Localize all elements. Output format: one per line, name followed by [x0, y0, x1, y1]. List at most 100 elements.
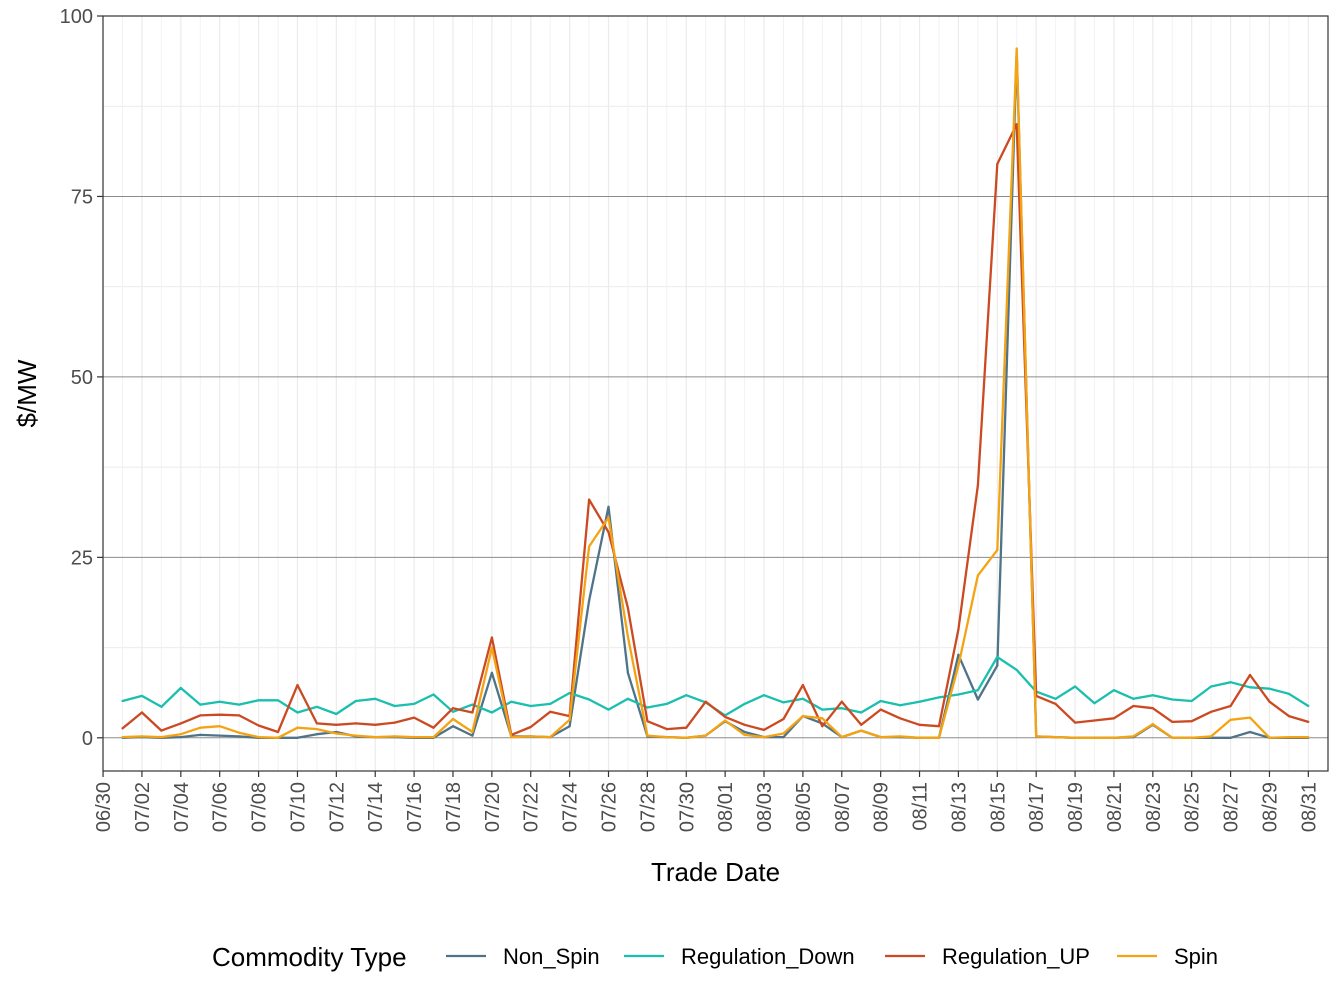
- data-point-regulation-up: [1307, 720, 1310, 724]
- data-point-non-spin: [471, 734, 474, 737]
- data-point-spin: [976, 574, 980, 577]
- data-point-regulation-up: [1074, 721, 1077, 724]
- x-axis-title: Trade Date: [651, 857, 780, 887]
- data-point-regulation-up: [957, 628, 960, 631]
- data-point-regulation-down: [626, 697, 630, 700]
- data-point-spin: [1151, 723, 1154, 726]
- data-point-regulation-up: [335, 723, 338, 726]
- data-point-spin: [1015, 47, 1018, 50]
- data-point-regulation-up: [529, 725, 532, 729]
- x-tick-label: 08/09: [871, 782, 893, 832]
- data-point-regulation-down: [976, 689, 980, 692]
- data-point-regulation-down: [937, 696, 941, 699]
- x-tick-label: 08/27: [1221, 782, 1243, 832]
- data-point-spin: [957, 664, 960, 667]
- data-point-non-spin: [199, 733, 202, 737]
- x-axis: 06/30 07/02 07/04 07/06 07/08 07/10 07/12 07/14…: [93, 771, 1320, 832]
- legend-label-regulation-up: Regulation_UP: [942, 944, 1090, 969]
- data-point-spin: [354, 734, 357, 737]
- data-point-non-spin: [743, 730, 746, 734]
- x-tick-label: 07/12: [326, 782, 348, 832]
- data-point-non-spin: [976, 698, 980, 701]
- data-point-regulation-up: [996, 162, 999, 166]
- x-tick-label: 08/15: [987, 782, 1009, 832]
- data-point-regulation-down: [510, 700, 513, 703]
- x-tick-label: 07/16: [404, 782, 426, 832]
- data-point-regulation-up: [899, 717, 902, 720]
- data-point-regulation-up: [1210, 710, 1213, 713]
- data-point-spin: [996, 549, 999, 552]
- data-point-non-spin: [490, 671, 493, 674]
- data-point-regulation-up: [238, 714, 241, 717]
- data-point-spin: [1054, 736, 1057, 739]
- data-point-regulation-down: [451, 710, 455, 713]
- data-point-spin: [199, 726, 202, 729]
- x-tick-label: 07/08: [249, 782, 271, 832]
- data-point-spin: [490, 646, 493, 649]
- data-point-regulation-down: [646, 706, 649, 709]
- data-point-regulation-up: [179, 722, 182, 725]
- data-point-regulation-down: [1074, 685, 1077, 688]
- data-point-regulation-down: [549, 702, 552, 706]
- data-point-non-spin: [626, 671, 630, 674]
- data-point-spin: [1248, 716, 1252, 719]
- data-point-regulation-down: [665, 702, 668, 706]
- data-point-regulation-down: [1248, 686, 1252, 689]
- y-axis-title: $/MW: [12, 359, 42, 427]
- data-point-regulation-down: [762, 694, 766, 697]
- data-point-regulation-up: [413, 716, 416, 719]
- data-point-regulation-down: [1210, 685, 1213, 688]
- data-point-regulation-down: [899, 704, 902, 707]
- data-point-regulation-down: [801, 697, 805, 700]
- data-point-spin: [432, 736, 435, 739]
- data-point-spin: [179, 733, 182, 736]
- data-point-regulation-up: [704, 700, 707, 703]
- data-point-regulation-down: [490, 711, 493, 714]
- x-tick-label: 08/29: [1259, 782, 1281, 832]
- x-tick-label: 08/17: [1026, 782, 1048, 832]
- x-tick-label: 07/02: [132, 782, 154, 832]
- data-point-non-spin: [296, 736, 299, 739]
- x-tick-label: 08/01: [715, 782, 737, 832]
- x-tick-label: 08/11: [910, 782, 932, 831]
- data-point-regulation-down: [685, 694, 688, 697]
- data-point-spin: [762, 736, 766, 739]
- legend-title: Commodity Type: [212, 942, 407, 972]
- x-tick-label: 08/31: [1298, 782, 1320, 832]
- data-point-spin: [1112, 736, 1115, 739]
- data-point-non-spin: [588, 599, 591, 602]
- data-point-non-spin: [179, 736, 182, 739]
- data-point-regulation-down: [276, 699, 280, 702]
- data-point-spin: [665, 736, 668, 739]
- series-line-regulation-up: [121, 123, 1309, 737]
- data-point-non-spin: [1229, 736, 1232, 739]
- data-point-spin: [1229, 718, 1232, 721]
- data-point-regulation-up: [1229, 704, 1232, 708]
- data-point-spin: [899, 735, 902, 738]
- y-tick-label: 0: [82, 728, 93, 750]
- data-point-regulation-down: [413, 702, 416, 706]
- data-point-spin: [588, 545, 591, 548]
- data-point-regulation-up: [1112, 717, 1115, 720]
- data-point-regulation-up: [432, 726, 435, 729]
- x-tick-label: 08/19: [1065, 782, 1087, 832]
- data-point-regulation-up: [1287, 715, 1290, 718]
- data-point-spin: [743, 733, 746, 737]
- minor-gridlines: [103, 16, 1328, 771]
- data-point-regulation-down: [374, 697, 377, 700]
- data-point-regulation-up: [782, 717, 785, 721]
- series-lines: [121, 47, 1310, 739]
- legend-label-spin: Spin: [1174, 944, 1218, 969]
- data-point-non-spin: [782, 736, 785, 739]
- x-tick-label: 07/18: [443, 782, 465, 832]
- x-tick-label: 07/04: [171, 782, 193, 832]
- data-point-non-spin: [607, 505, 610, 508]
- x-tick-label: 07/10: [287, 782, 309, 832]
- data-point-regulation-down: [140, 694, 143, 698]
- x-tick-label: 08/21: [1104, 782, 1126, 832]
- data-point-regulation-up: [1151, 707, 1154, 710]
- data-point-spin: [1268, 736, 1271, 739]
- data-point-regulation-down: [218, 700, 221, 703]
- series-points-regulation-up: [121, 123, 1310, 737]
